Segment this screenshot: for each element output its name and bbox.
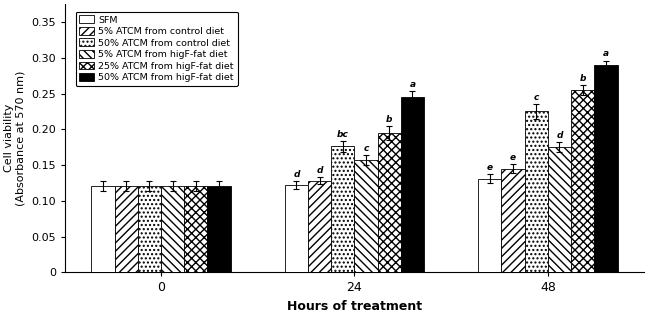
X-axis label: Hours of treatment: Hours of treatment	[287, 300, 422, 313]
Bar	[308, 181, 331, 272]
Text: c: c	[364, 144, 369, 153]
Text: d: d	[316, 166, 323, 175]
Text: e: e	[510, 153, 516, 162]
Bar	[161, 186, 184, 272]
Bar	[378, 133, 401, 272]
Bar	[548, 147, 571, 272]
Bar	[354, 160, 378, 272]
Bar	[331, 146, 354, 272]
Text: b: b	[579, 74, 586, 83]
Text: a: a	[603, 49, 609, 59]
Bar	[285, 185, 308, 272]
Text: a: a	[410, 80, 415, 89]
Bar	[594, 65, 618, 272]
Bar	[115, 186, 138, 272]
Bar	[525, 111, 548, 272]
Text: e: e	[487, 163, 493, 172]
Bar	[184, 186, 207, 272]
Bar	[207, 186, 231, 272]
Bar	[478, 178, 502, 272]
Legend: SFM, 5% ATCM from control diet, 50% ATCM from control diet, 5% ATCM from higF-fa: SFM, 5% ATCM from control diet, 50% ATCM…	[76, 11, 238, 86]
Text: c: c	[533, 93, 539, 102]
Text: d: d	[293, 170, 299, 179]
Text: d: d	[556, 131, 562, 140]
Bar	[502, 169, 525, 272]
Text: bc: bc	[337, 130, 349, 139]
Bar	[571, 90, 594, 272]
Bar	[91, 186, 115, 272]
Text: b: b	[386, 114, 393, 124]
Bar	[138, 186, 161, 272]
Bar	[401, 97, 424, 272]
Y-axis label: Cell viability
(Absorbance at 570 nm): Cell viability (Absorbance at 570 nm)	[4, 70, 26, 206]
